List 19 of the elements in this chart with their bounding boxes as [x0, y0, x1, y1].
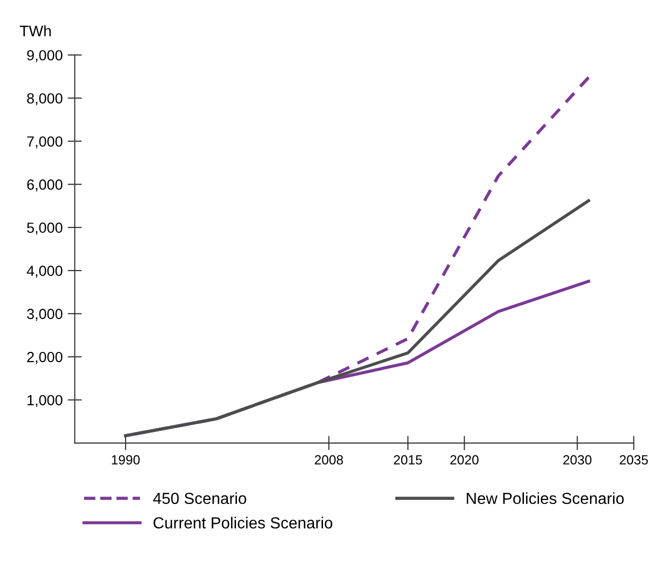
y-tick-label: 4,000 [26, 266, 62, 278]
legend-label: 450 Scenario [153, 492, 246, 504]
y-tick-label: 8,000 [27, 93, 62, 106]
y-axis-title: TWh [20, 25, 51, 36]
x-tick-label: 2030 [563, 455, 592, 465]
y-tick-label: 7,000 [27, 136, 62, 148]
y-tick-label: 2,000 [27, 352, 62, 364]
x-tick-label: 2020 [450, 455, 479, 465]
x-tick-label: 1990 [112, 455, 140, 465]
legend-label: Current Policies Scenario [154, 516, 332, 529]
legend-label: New Policies Scenario [466, 492, 624, 504]
x-tick-label: 2035 [620, 455, 648, 465]
x-tick-label: 2008 [314, 455, 343, 465]
y-tick-label: 9,000 [27, 50, 62, 62]
y-tick-label: 1,000 [28, 395, 62, 408]
x-tick-label: 2015 [394, 455, 422, 465]
y-tick-label: 3,000 [27, 308, 62, 321]
y-tick-label: 5,000 [27, 222, 62, 235]
y-tick-label: 6,000 [27, 179, 62, 192]
